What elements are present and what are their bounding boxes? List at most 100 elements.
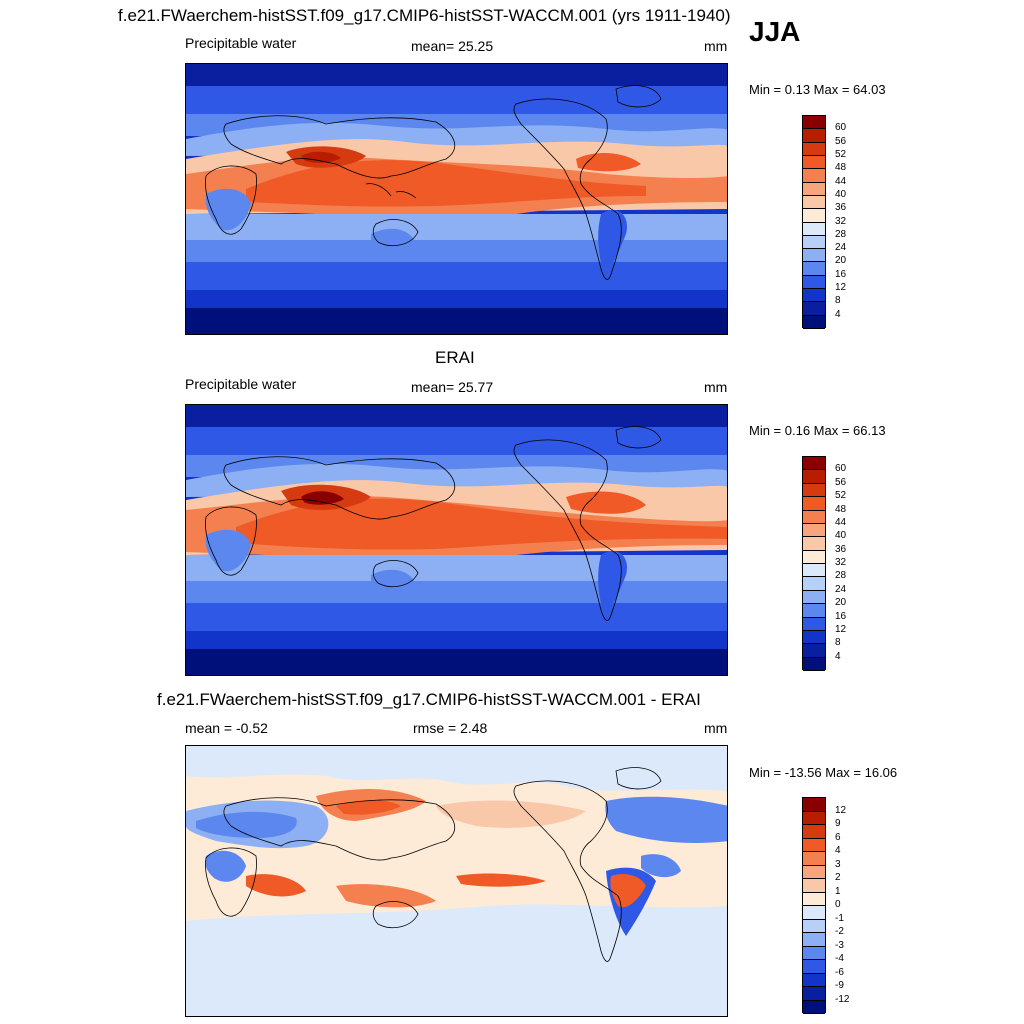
colorbar-tick-label: -2 <box>835 926 844 937</box>
colorbar-segment <box>803 457 825 471</box>
colorbar-segment <box>803 852 825 866</box>
colorbar-segment <box>803 590 825 605</box>
colorbar-tick-label: 40 <box>835 530 847 542</box>
colorbar-tick-label: 3 <box>835 858 841 870</box>
panel-title-obs: ERAI <box>435 348 475 367</box>
colorbar-segment <box>803 302 825 316</box>
colorbar-tick-label: 32 <box>835 215 847 227</box>
colorbar-segment <box>803 209 825 223</box>
colorbar-tick-label: -4 <box>835 953 844 964</box>
colorbar-tick-label: 4 <box>835 650 841 662</box>
colorbar-segment <box>803 483 825 498</box>
colorbar-segment <box>803 155 825 170</box>
colorbar-segment <box>803 315 825 329</box>
colorbar-tick-label: 12 <box>835 804 847 816</box>
units-label-diff: mm <box>704 720 728 736</box>
colorbar-segment <box>803 657 825 671</box>
colorbar-tick-label: 56 <box>835 476 847 488</box>
map-model <box>185 63 728 335</box>
colorbar-segment <box>803 1000 825 1014</box>
colorbar-tick-label: 52 <box>835 490 847 502</box>
colorbar-segment <box>803 249 825 263</box>
variable-label-obs: Precipitable water <box>185 376 297 392</box>
colorbar-tick-label: -3 <box>835 939 844 951</box>
colorbar-segment <box>803 235 825 250</box>
colorbar-segment <box>803 262 825 276</box>
colorbar-tick-label: 36 <box>835 543 847 555</box>
colorbar-tick-label: 4 <box>835 308 841 320</box>
colorbar-tick-label: 16 <box>835 268 847 280</box>
colorbar-segment <box>803 811 825 825</box>
map-obs <box>185 404 728 676</box>
colorbar-segment <box>803 946 825 960</box>
colorbar-segment <box>803 987 825 1001</box>
colorbar-segment <box>803 564 825 578</box>
colorbar-segment <box>803 142 825 156</box>
colorbar-tick-label: 28 <box>835 570 847 582</box>
colorbar-tick-label: 4 <box>835 845 841 856</box>
minmax-label-obs: Min = 0.16 Max = 66.13 <box>749 423 886 438</box>
season-label: JJA <box>749 16 801 47</box>
colorbar-tick-label: 32 <box>835 557 847 568</box>
colorbar-segment <box>803 182 825 196</box>
colorbar-tick-label: 28 <box>835 228 847 240</box>
minmax-label-model: Min = 0.13 Max = 64.03 <box>749 82 886 97</box>
colorbar-tick-label: 16 <box>835 610 847 622</box>
panel-title-model: f.e21.FWaerchem-histSST.f09_g17.CMIP6-hi… <box>118 6 731 25</box>
colorbar-tick-label: 56 <box>835 135 847 147</box>
mean-label-obs: mean= 25.77 <box>411 379 494 395</box>
colorbar-tick-label: -9 <box>835 980 844 991</box>
colorbar-tick-label: 8 <box>835 637 841 649</box>
colorbar-segment <box>803 577 825 591</box>
colorbar-segment <box>803 289 825 303</box>
colorbar-segment <box>803 960 825 974</box>
mean-label-diff: mean = -0.52 <box>185 720 268 736</box>
colorbar-tick-label: 44 <box>835 175 847 187</box>
colorbar-segment <box>803 879 825 893</box>
colorbar-tick-label: 60 <box>835 122 847 134</box>
colorbar-segment <box>803 906 825 920</box>
variable-label-model: Precipitable water <box>185 35 297 51</box>
panel-title-diff: f.e21.FWaerchem-histSST.f09_g17.CMIP6-hi… <box>157 690 701 709</box>
colorbar-tick-label: 24 <box>835 242 847 254</box>
colorbar-segment <box>803 919 825 933</box>
colorbar-segment <box>803 116 825 130</box>
colorbar-tick-label: 48 <box>835 503 847 515</box>
pw-field-diff <box>186 746 727 1016</box>
colorbar-segment <box>803 604 825 618</box>
colorbar-segment <box>803 933 825 947</box>
colorbar-segment <box>803 825 825 839</box>
colorbar-segment <box>803 222 825 236</box>
colorbar-segment <box>803 892 825 906</box>
colorbar-tick-label: 44 <box>835 516 847 528</box>
colorbar-segment <box>803 865 825 879</box>
colorbar-segment <box>803 973 825 987</box>
colorbar-tick-label: 52 <box>835 148 847 160</box>
colorbar-tick-label: 9 <box>835 818 841 829</box>
mean-label-model: mean= 25.25 <box>411 38 494 54</box>
colorbar-segment <box>803 195 825 210</box>
minmax-label-diff: Min = -13.56 Max = 16.06 <box>749 765 898 780</box>
colorbar-tick-label: -1 <box>835 912 844 924</box>
colorbar-tick-label: -12 <box>835 993 850 1005</box>
colorbar-segment <box>803 550 825 564</box>
colorbar-segment <box>803 838 825 852</box>
colorbar-tick-label: 40 <box>835 188 847 200</box>
units-label-obs: mm <box>704 379 728 395</box>
pw-field-model <box>186 64 727 334</box>
colorbar-tick-label: 36 <box>835 202 847 214</box>
colorbar-segment <box>803 537 825 551</box>
rmse-label-diff: rmse = 2.48 <box>413 720 488 736</box>
colorbar-boxes-model <box>802 115 826 329</box>
map-diff <box>185 745 728 1017</box>
colorbar-tick-label: 20 <box>835 597 847 609</box>
colorbar-segment <box>803 169 825 183</box>
colorbar-tick-label: 20 <box>835 255 847 267</box>
pw-field-obs <box>186 405 727 675</box>
colorbar-segment <box>803 470 825 484</box>
units-label-model: mm <box>704 38 728 54</box>
colorbar-tick-label: 2 <box>835 872 841 883</box>
colorbar-segment <box>803 510 825 524</box>
colorbar-tick-label: 8 <box>835 295 841 307</box>
colorbar-tick-label: 6 <box>835 831 841 843</box>
